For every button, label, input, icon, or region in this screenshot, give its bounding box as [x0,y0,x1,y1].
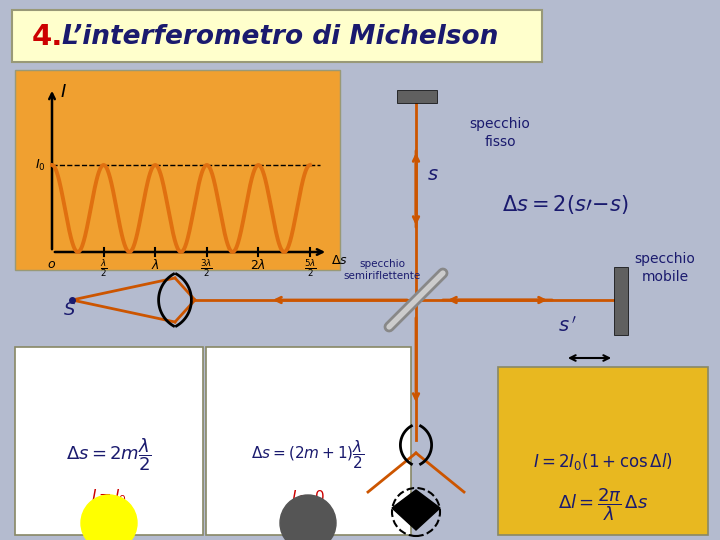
Bar [15,70,340,270]
Text: $\Delta s = (2m+1)\dfrac{\lambda}{2}$: $\Delta s = (2m+1)\dfrac{\lambda}{2}$ [251,438,365,471]
Text: $S$: $S$ [63,301,76,319]
Bar [498,367,708,535]
Circle shape [280,495,336,540]
Text: specchio
semiriflettente: specchio semiriflettente [343,259,420,281]
Text: $\Delta s = 2m\dfrac{\lambda}{2}$: $\Delta s = 2m\dfrac{\lambda}{2}$ [66,437,152,474]
Polygon shape [392,490,440,530]
Text: specchio
fisso: specchio fisso [469,117,531,149]
Text: specchio
mobile: specchio mobile [634,252,696,284]
Text: $\frac{5\lambda}{2}$: $\frac{5\lambda}{2}$ [304,258,316,279]
Bar [397,90,437,103]
Text: L’interferometro di Michelson: L’interferometro di Michelson [62,24,498,50]
Text: $I = 2I_0(1 + \cos\Delta l)$: $I = 2I_0(1 + \cos\Delta l)$ [533,451,673,472]
Text: $\Delta l = \dfrac{2\pi}{\lambda}\,\Delta s$: $\Delta l = \dfrac{2\pi}{\lambda}\,\Delt… [558,487,648,523]
Text: $s\,'$: $s\,'$ [558,316,577,336]
Text: $I_0$: $I_0$ [35,158,45,173]
Circle shape [81,495,137,540]
Text: $\lambda$: $\lambda$ [151,258,160,272]
Bar [614,267,628,335]
Text: $s$: $s$ [427,166,438,184]
Text: $\Delta s$: $\Delta s$ [331,254,348,267]
Text: $\frac{3\lambda}{2}$: $\frac{3\lambda}{2}$ [200,258,213,279]
Bar [15,347,203,535]
Bar [206,347,411,535]
Text: $2\lambda$: $2\lambda$ [251,258,266,272]
Text: $\it{I}$: $\it{I}$ [60,83,67,101]
Text: $o$: $o$ [48,258,57,271]
Text: $I = 0$: $I = 0$ [291,489,325,505]
Bar [12,10,542,62]
Text: $I = I_0$: $I = I_0$ [91,488,127,507]
Text: $\frac{\lambda}{2}$: $\frac{\lambda}{2}$ [99,258,107,279]
Text: 4.: 4. [32,23,63,51]
Text: $\Delta s = 2(s\prime\!-\!s)$: $\Delta s = 2(s\prime\!-\!s)$ [502,193,629,217]
